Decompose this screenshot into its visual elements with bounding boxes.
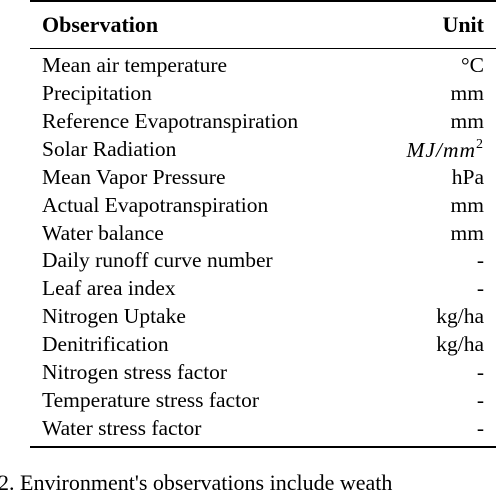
- unit-cell: mm: [450, 108, 484, 133]
- unit-cell: -: [476, 359, 484, 384]
- header-unit: Unit: [442, 12, 484, 37]
- table-row: Mean air temperature °C: [42, 52, 484, 80]
- table-row: Water balance mm: [42, 219, 484, 247]
- observation-cell: Leaf area index: [42, 276, 176, 301]
- observation-cell: Nitrogen stress factor: [42, 359, 228, 384]
- unit-cell: -: [476, 387, 484, 412]
- unit-cell: kg/ha: [436, 304, 484, 329]
- unit-cell: mm: [450, 192, 484, 217]
- unit-cell: -: [476, 276, 484, 301]
- table-row: Temperature stress factor -: [42, 387, 484, 415]
- unit-cell: mm: [450, 220, 484, 245]
- observations-table: Observation Unit Mean air temperature °C…: [30, 0, 496, 449]
- table-row: Precipitation mm: [42, 80, 484, 108]
- observation-cell: Mean Vapor Pressure: [42, 164, 226, 189]
- unit-base: MJ/mm: [406, 137, 476, 162]
- table-bottom-rule: [30, 446, 496, 449]
- table-row: Daily runoff curve number -: [42, 247, 484, 275]
- table-header-rule: [30, 48, 496, 49]
- table-header-row: Observation Unit: [30, 2, 496, 48]
- observation-cell: Actual Evapotranspiration: [42, 192, 269, 217]
- table-row: Denitrification kg/ha: [42, 331, 484, 359]
- unit-cell: -: [476, 415, 484, 440]
- table-row: Reference Evapotranspiration mm: [42, 108, 484, 136]
- observation-cell: Water balance: [42, 220, 164, 245]
- table-row: Solar Radiation MJ/mm2: [42, 136, 484, 164]
- table-row: Nitrogen Uptake kg/ha: [42, 303, 484, 331]
- table-row: Water stress factor -: [42, 415, 484, 443]
- observation-cell: Solar Radiation: [42, 136, 177, 161]
- unit-cell: MJ/mm2: [406, 136, 484, 162]
- unit-cell: -: [476, 248, 484, 273]
- unit-cell: kg/ha: [436, 332, 484, 357]
- table-caption: 2. Environment's observations include we…: [0, 470, 393, 495]
- observation-cell: Denitrification: [42, 332, 169, 357]
- observation-cell: Water stress factor: [42, 415, 202, 440]
- table-row: Nitrogen stress factor -: [42, 359, 484, 387]
- header-observation: Observation: [42, 12, 159, 37]
- observation-cell: Daily runoff curve number: [42, 248, 273, 273]
- table-row: Mean Vapor Pressure hPa: [42, 164, 484, 192]
- unit-cell: mm: [450, 81, 484, 106]
- unit-cell: °C: [461, 53, 484, 78]
- unit-cell: hPa: [451, 164, 484, 189]
- table-row: Actual Evapotranspiration mm: [42, 191, 484, 219]
- observation-cell: Temperature stress factor: [42, 387, 259, 412]
- table-top-rule: [30, 0, 496, 2]
- observation-cell: Reference Evapotranspiration: [42, 108, 299, 133]
- observation-cell: Nitrogen Uptake: [42, 304, 186, 329]
- table-body: Mean air temperature °C Precipitation mm…: [30, 49, 496, 446]
- unit-exponent: 2: [476, 136, 484, 152]
- table-row: Leaf area index -: [42, 275, 484, 303]
- observation-cell: Mean air temperature: [42, 53, 228, 78]
- observation-cell: Precipitation: [42, 81, 152, 106]
